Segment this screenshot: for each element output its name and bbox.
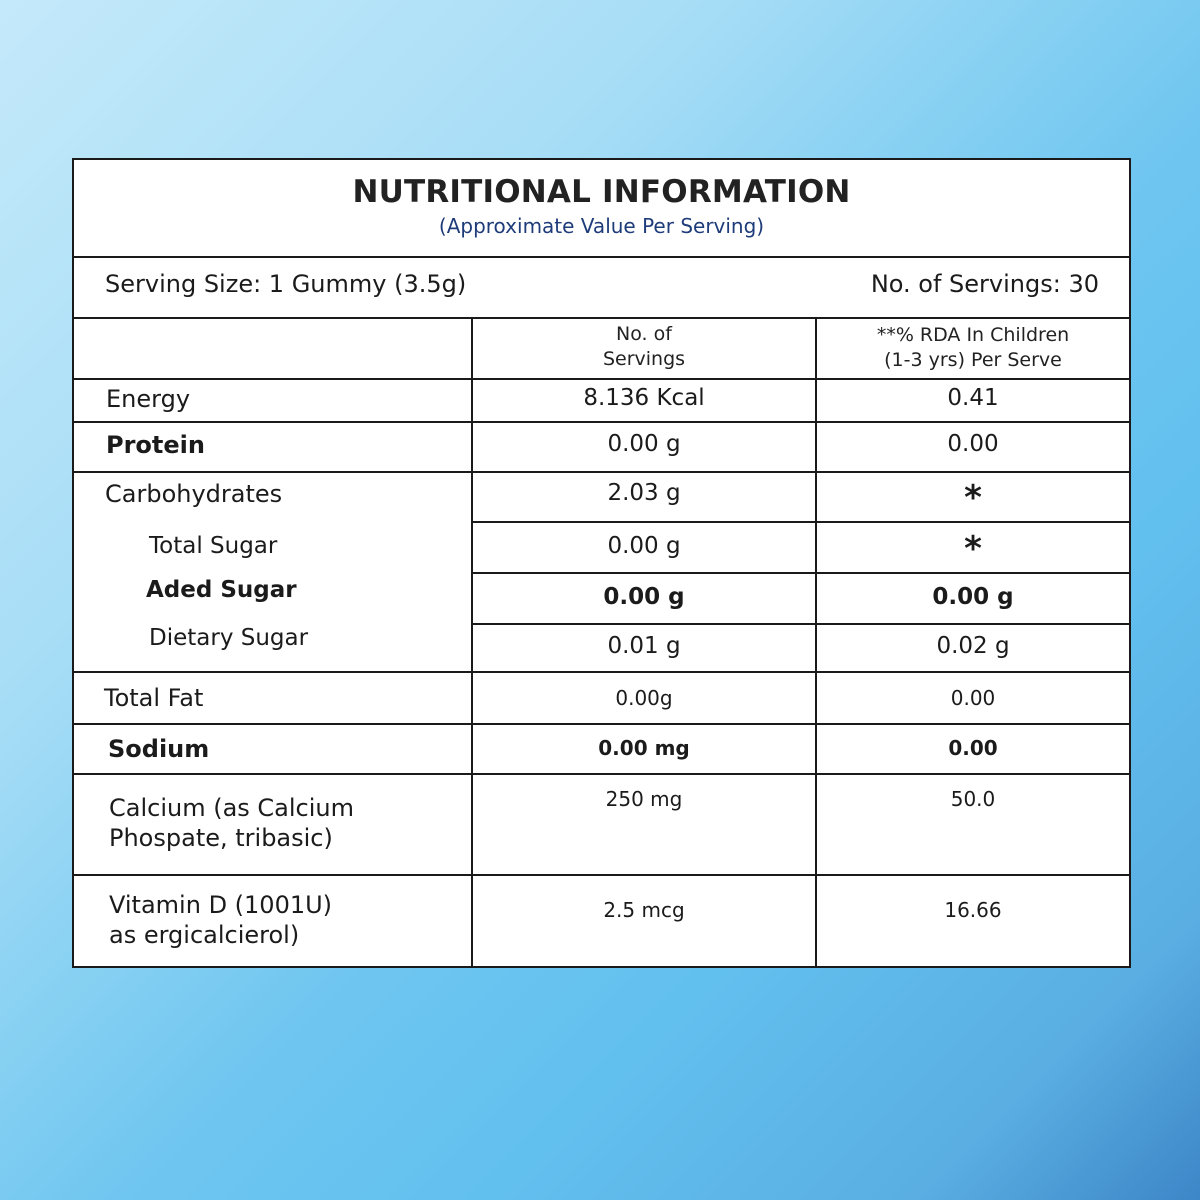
- column-header-line: **% RDA In Children: [876, 324, 1070, 346]
- nutrient-name-line: Phospate, tribasic): [109, 824, 333, 852]
- amount-value: 0.00 g: [603, 584, 685, 610]
- nutrient-name: Total Sugar: [149, 533, 278, 559]
- nutrient-name-line: Vitamin D (1001U): [109, 891, 333, 919]
- divider: [74, 773, 1129, 775]
- column-divider: [815, 317, 817, 966]
- divider: [74, 317, 1129, 319]
- rda-value: *: [964, 478, 982, 518]
- nutrient-name: Protein: [106, 431, 205, 459]
- rda-value: 16.66: [944, 898, 1002, 922]
- nutrient-name-line: Calcium (as Calcium: [109, 794, 355, 822]
- column-header-line: (1-3 yrs) Per Serve: [884, 349, 1062, 371]
- nutrient-name: Total Fat: [104, 684, 204, 712]
- divider: [472, 623, 1129, 625]
- amount-value: 0.00 g: [607, 431, 681, 457]
- column-divider: [471, 317, 473, 966]
- nutrient-name: Energy: [106, 385, 191, 413]
- nutrition-panel: NUTRITIONAL INFORMATION (Approximate Val…: [72, 158, 1131, 968]
- column-header-rda: **% RDA In Children (1-3 yrs) Per Serve: [817, 323, 1129, 373]
- rda-value: 0.41: [947, 385, 999, 411]
- column-header-servings: No. of Servings: [473, 322, 815, 372]
- divider: [74, 671, 1129, 673]
- nutrient-name: Dietary Sugar: [149, 625, 309, 651]
- divider: [74, 256, 1129, 258]
- rda-value: 0.02 g: [936, 633, 1010, 659]
- nutrient-name: Aded Sugar: [146, 577, 297, 603]
- rda-value: *: [964, 529, 982, 569]
- rda-value: 0.00 g: [932, 584, 1014, 610]
- serving-size: Serving Size: 1 Gummy (3.5g): [105, 270, 467, 298]
- nutrient-name: Sodium: [108, 735, 210, 763]
- column-header-line: Servings: [602, 348, 686, 370]
- servings-count: No. of Servings: 30: [870, 270, 1099, 298]
- divider: [472, 572, 1129, 574]
- nutrient-name: Carbohydrates: [105, 480, 283, 508]
- panel-subtitle: (Approximate Value Per Serving): [438, 214, 765, 238]
- amount-value: 8.136 Kcal: [583, 385, 705, 411]
- divider: [74, 471, 1129, 473]
- column-header-line: No. of: [616, 323, 672, 345]
- divider: [74, 378, 1129, 380]
- nutrient-name-line: as ergicalcierol): [109, 921, 300, 949]
- amount-value: 0.00 g: [607, 533, 681, 559]
- panel-title: NUTRITIONAL INFORMATION: [352, 174, 851, 210]
- amount-value: 250 mg: [605, 787, 683, 811]
- amount-value: 0.01 g: [607, 633, 681, 659]
- divider: [74, 874, 1129, 876]
- divider: [472, 521, 1129, 523]
- nutrient-name: Calcium (as Calcium Phospate, tribasic): [109, 793, 354, 853]
- divider: [74, 723, 1129, 725]
- divider: [74, 421, 1129, 423]
- rda-value: 0.00: [947, 431, 999, 457]
- amount-value: 0.00 mg: [598, 736, 690, 760]
- amount-value: 2.5 mcg: [603, 898, 685, 922]
- nutrient-name: Vitamin D (1001U) as ergicalcierol): [109, 890, 332, 950]
- amount-value: 0.00g: [615, 686, 673, 710]
- rda-value: 0.00: [948, 736, 998, 760]
- rda-value: 0.00: [950, 686, 996, 710]
- rda-value: 50.0: [950, 787, 996, 811]
- amount-value: 2.03 g: [607, 480, 681, 506]
